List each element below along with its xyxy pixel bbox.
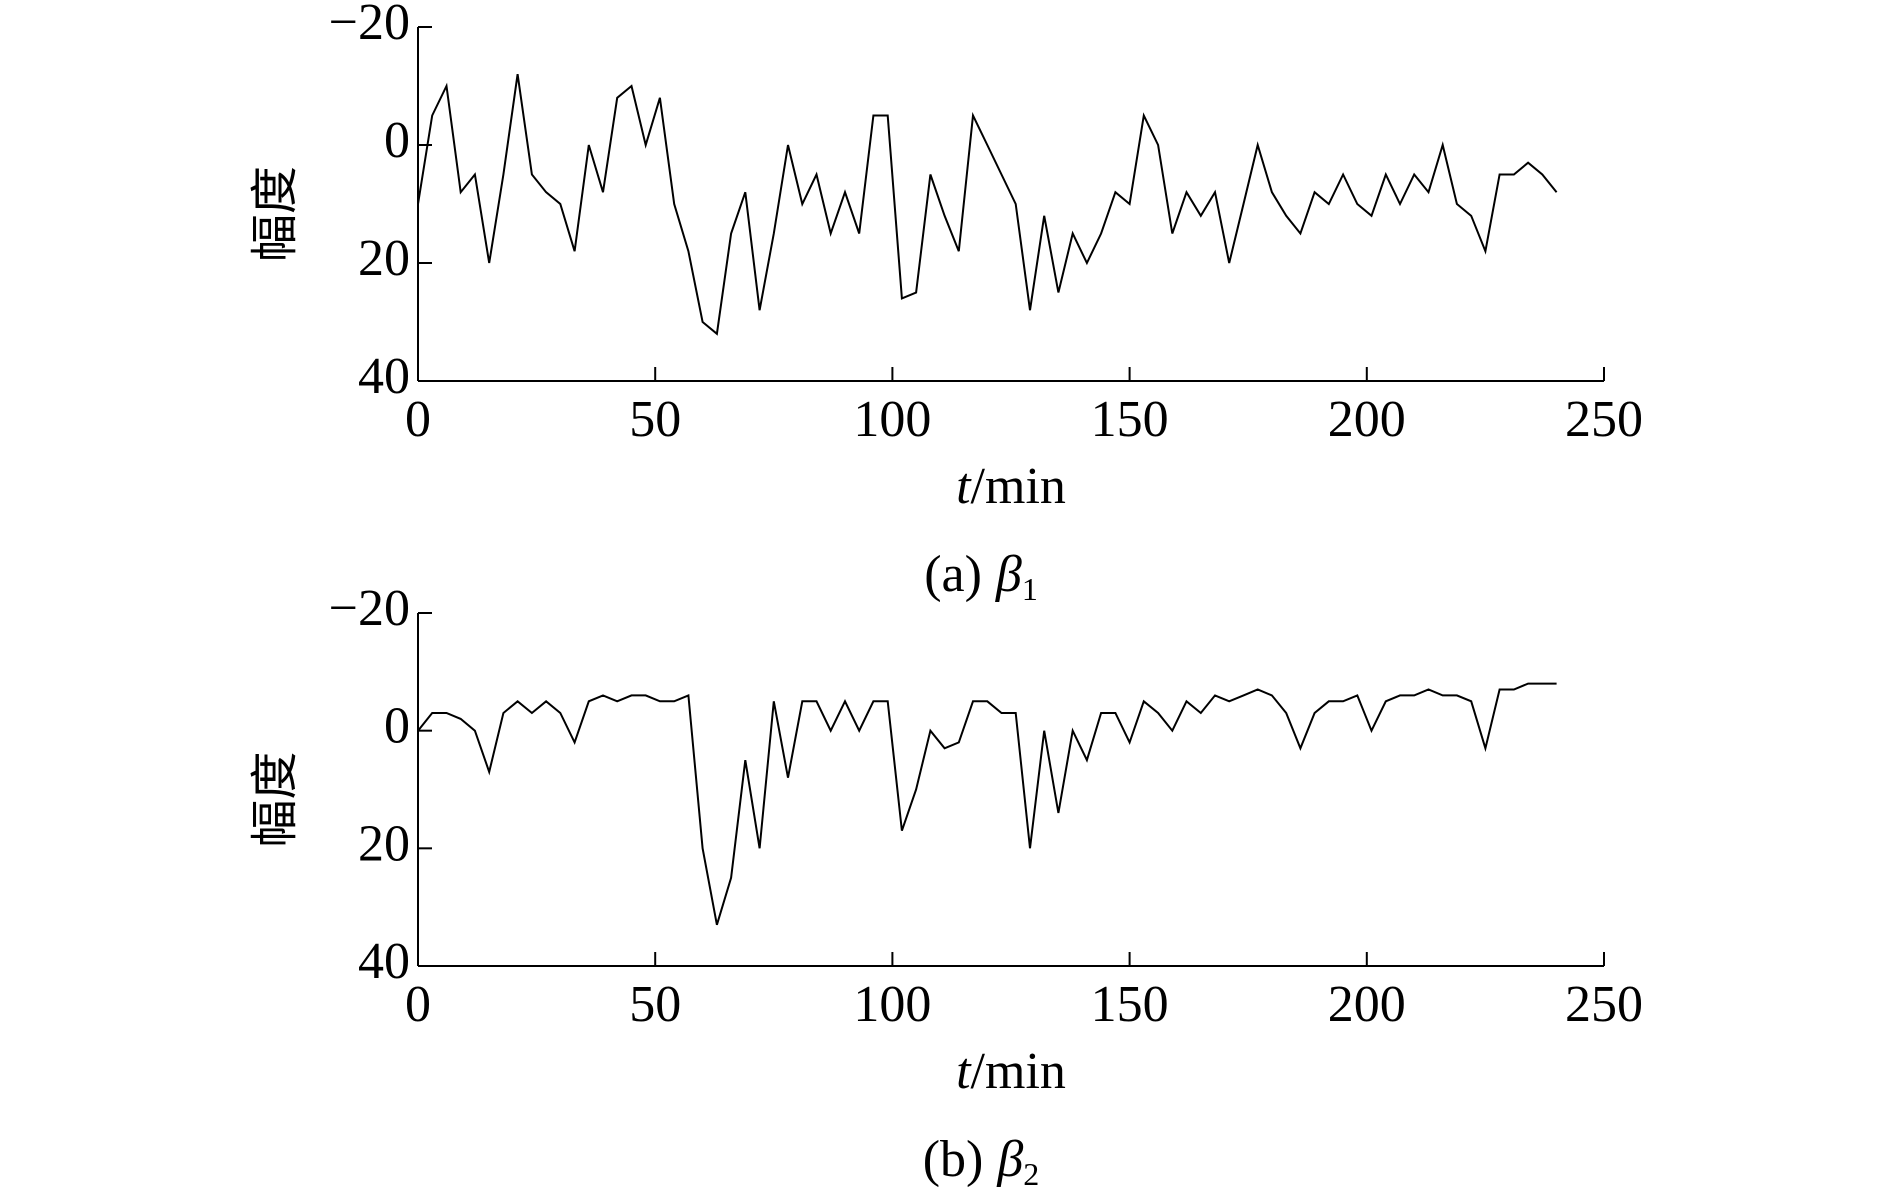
data-line <box>417 682 1557 926</box>
x-tick-label: 150 <box>1091 391 1169 448</box>
x-tick-label: 250 <box>1565 391 1643 448</box>
caption-label: (a) <box>924 546 982 603</box>
x-tick-label: 250 <box>1565 976 1643 1033</box>
caption: (a) β1 <box>924 546 1038 607</box>
y-axis-label: 幅度 <box>247 751 303 847</box>
caption-symbol: β <box>996 1131 1023 1188</box>
caption-subscript: 1 <box>1022 571 1038 607</box>
y-tick-label: 0 <box>384 698 410 755</box>
x-tick-label: 100 <box>853 391 931 448</box>
caption: (b) β2 <box>923 1131 1040 1192</box>
x-label-variable: t <box>956 458 972 515</box>
y-axis-label: 幅度 <box>247 166 303 262</box>
y-tick-label: 20 <box>358 230 410 287</box>
x-label-variable: t <box>956 1043 972 1100</box>
caption-label: (b) <box>923 1131 984 1188</box>
x-label-unit: /min <box>971 458 1066 515</box>
x-tick-label: 50 <box>629 391 681 448</box>
x-tick-label: 0 <box>405 976 431 1033</box>
y-tick-label: 40 <box>358 933 410 990</box>
x-tick-label: 0 <box>405 391 431 448</box>
data-line <box>417 74 1558 336</box>
caption-symbol: β <box>995 546 1022 603</box>
y-tick-label: 20 <box>358 815 410 872</box>
x-tick-label: 150 <box>1091 976 1169 1033</box>
caption-subscript: 2 <box>1023 1156 1039 1192</box>
y-tick-label: 0 <box>384 112 410 169</box>
x-tick-label: 200 <box>1328 976 1406 1033</box>
y-tick-label: −20 <box>329 580 410 637</box>
x-tick-label: 50 <box>629 976 681 1033</box>
x-axis-label: t/min <box>956 458 1066 515</box>
x-tick-label: 200 <box>1328 391 1406 448</box>
x-axis-label: t/min <box>956 1043 1066 1100</box>
x-tick-label: 100 <box>853 976 931 1033</box>
x-label-unit: /min <box>971 1043 1066 1100</box>
y-tick-label: −20 <box>329 0 410 51</box>
y-tick-label: 40 <box>358 348 410 405</box>
